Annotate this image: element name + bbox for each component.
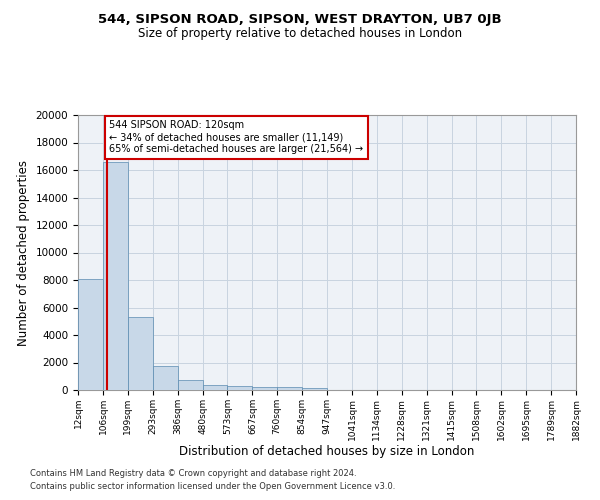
Bar <box>128 317 153 390</box>
Bar <box>253 387 277 390</box>
Text: Size of property relative to detached houses in London: Size of property relative to detached ho… <box>138 28 462 40</box>
Bar <box>103 162 128 390</box>
Text: Contains public sector information licensed under the Open Government Licence v3: Contains public sector information licen… <box>30 482 395 491</box>
Y-axis label: Number of detached properties: Number of detached properties <box>17 160 30 346</box>
Bar <box>203 386 227 390</box>
X-axis label: Distribution of detached houses by size in London: Distribution of detached houses by size … <box>179 446 475 458</box>
Bar <box>227 386 253 390</box>
Bar <box>178 380 203 390</box>
Bar <box>302 388 327 390</box>
Bar <box>153 366 178 390</box>
Text: 544, SIPSON ROAD, SIPSON, WEST DRAYTON, UB7 0JB: 544, SIPSON ROAD, SIPSON, WEST DRAYTON, … <box>98 12 502 26</box>
Text: 544 SIPSON ROAD: 120sqm
← 34% of detached houses are smaller (11,149)
65% of sem: 544 SIPSON ROAD: 120sqm ← 34% of detache… <box>109 120 364 154</box>
Bar <box>277 387 302 390</box>
Text: Contains HM Land Registry data © Crown copyright and database right 2024.: Contains HM Land Registry data © Crown c… <box>30 468 356 477</box>
Bar <box>78 278 103 390</box>
